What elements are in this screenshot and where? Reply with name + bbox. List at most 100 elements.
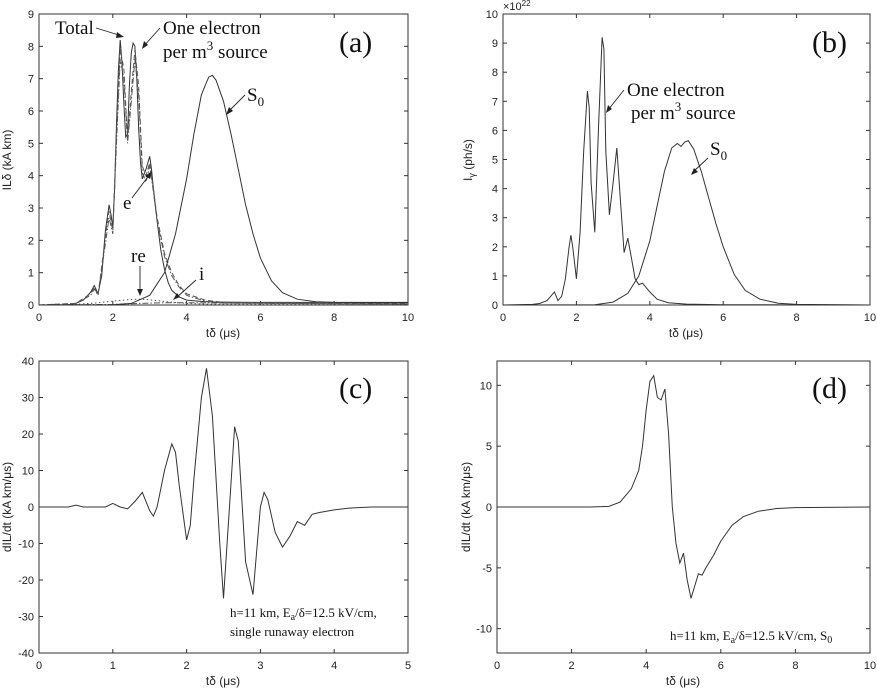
panel-a-series-5 [38,74,408,306]
panel-b-xtick-label: 4 [647,312,653,324]
panel-b-xtick-label: 0 [500,312,506,324]
panel-a-ytick-label: 2 [28,235,34,247]
panel-c-xtick-label: 2 [184,660,190,672]
panel-d-xtick-label: 6 [718,660,724,672]
panel-b-ytick-label: 3 [492,213,498,225]
panel-b-ytick-label: 9 [492,38,498,50]
annotation-per-m3-a: per m3 source [163,38,268,63]
panel-b-series-1 [502,139,871,306]
arrowhead-one-electron-a [142,41,148,49]
panel-b-xtick-label: 2 [573,312,579,324]
panel-c-xtick-label: 4 [331,660,337,672]
arrow-e [131,173,151,199]
arrowhead-e [145,171,152,179]
panel-c-ytick-label: 30 [22,393,34,405]
panel-b-ytick-label: 6 [492,125,498,137]
panel-b-ytick-label: 0 [492,300,498,312]
panel-a-ytick-label: 5 [28,138,34,150]
panel-a-ytick-label: 1 [28,268,34,280]
panel-a-ytick-label: 3 [28,203,34,215]
panel-a-xtick-label: 4 [184,312,190,324]
panel-c-xtick-label: 1 [110,660,116,672]
panel-d: 0 2 4 6 8 10 -10 -5 0 5 10 (d) tδ (μs) dIL/dt (kA … [459,360,876,688]
panel-c-ytick-label: 20 [22,429,34,441]
panel-d-ytick-label: -5 [482,563,492,575]
panel-d-xtick-label: 10 [864,660,876,672]
panel-b: 0 2 4 6 8 10 0 1 2 3 4 5 6 7 8 9 10 (b) tδ (μs) Iγ (ph/s… [461,0,876,340]
panel-b-ytick-label: 1 [492,271,498,283]
panel-c-ytick-label: -10 [18,539,34,551]
arrow-i [175,279,197,299]
panel-b-exponent: ×1022 [503,0,531,13]
annotation-i: i [199,264,204,285]
panel-b-xtick-label: 6 [720,312,726,324]
panel-b-xtick-label: 10 [864,312,876,324]
panel-d-xlabel: tδ (μs) [666,674,700,688]
panel-a-plot-frame [38,13,409,306]
panel-d-xtick-label: 8 [792,660,798,672]
panel-b-xtick-label: 8 [794,312,800,324]
panel-a-ytick-label: 0 [28,300,34,312]
panel-a-series-2 [38,59,409,306]
panel-a-xtick-label: 0 [36,312,42,324]
panel-a-ytick-label: 6 [28,106,34,118]
panel-b-ytick-label: 2 [492,242,498,254]
annotation-re: re [131,246,146,267]
panel-d-ytick-label: 5 [486,441,492,453]
panel-a-ylabel: ILδ (kA km) [0,130,14,191]
panel-a-xtick-label: 10 [402,312,414,324]
panel-a-series-1 [38,49,409,306]
panel-a-xtick-label: 6 [257,312,263,324]
panel-c-ytick-label: -30 [18,612,34,624]
panel-a-xtick-label: 8 [331,312,337,324]
panel-b-label: (b) [812,26,847,59]
arrowhead-s0-b [691,168,698,175]
panel-d-ylabel: dIL/dt (kA km/μs) [459,462,473,552]
panel-b-ytick-label: 10 [486,9,498,21]
annotation-per-m3-b: per m3 source [631,99,736,124]
panel-d-xtick-label: 2 [569,660,575,672]
panel-c-xtick-label: 0 [36,660,42,672]
panel-a-series-3 [38,298,409,306]
annotation-runaway-c: single runaway electron [230,624,355,639]
panel-d-series-0 [497,374,871,599]
panel-a-ytick-label: 9 [28,9,34,21]
panel-b-ytick-label: 8 [492,67,498,79]
arrowhead-s0-a [226,107,233,115]
panel-a-label: (a) [339,26,372,59]
arrow-one-electron-b [607,89,625,111]
annotation-one-electron-a: One electron [163,18,261,39]
panel-c-ytick-label: 10 [22,466,34,478]
panel-c-ytick-label: 0 [28,502,34,514]
panel-b-ytick-label: 4 [492,184,498,196]
panel-a-xlabel: tδ (μs) [206,326,240,340]
panel-c-series-0 [39,368,408,599]
panel-b-ytick-label: 7 [492,96,498,108]
panel-a-ytick-label: 4 [28,171,34,183]
annotation-s0-b: S0 [710,139,727,163]
arrowhead-one-electron-b [606,105,612,113]
panel-b-ytick-label: 5 [492,155,498,167]
panel-c-xlabel: tδ (μs) [206,674,240,688]
panel-d-ytick-label: 0 [486,502,492,514]
annotation-params-c: h=11 km, Ea/δ=12.5 kV/cm, [230,605,377,623]
panel-c-ytick-label: -20 [18,575,34,587]
panel-a-ytick-label: 8 [28,41,34,53]
panel-c-xtick-label: 3 [257,660,263,672]
annotation-one-electron-b: One electron [627,80,725,101]
panel-d-label: (d) [812,372,847,405]
panel-d-ytick-label: 10 [480,380,492,392]
panel-a-xtick-label: 2 [110,312,116,324]
annotation-params-d: h=11 km, Ea/δ=12.5 kV/cm, S0 [670,628,832,646]
panel-c-ytick-label: -40 [18,648,34,660]
panel-c-ytick-label: 40 [22,356,34,368]
panel-c-xtick-label: 5 [405,660,411,672]
panel-d-xtick-label: 0 [494,660,500,672]
panel-b-ylabel: Iγ (ph/s) [461,139,477,181]
arrowhead-re [137,289,143,296]
panel-c-ylabel: dIL/dt (kA km/μs) [0,462,14,552]
panel-a-series-0 [38,39,408,306]
annotation-s0-a: S0 [247,85,264,109]
